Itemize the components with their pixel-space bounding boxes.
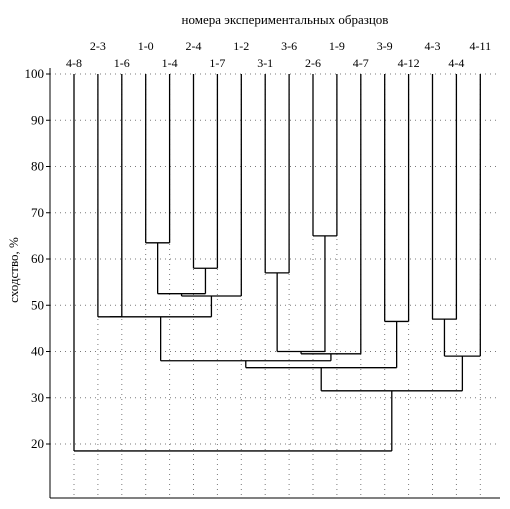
leaf-label: 4-3 <box>425 39 441 53</box>
chart-title: номера экспериментальных образцов <box>182 12 389 27</box>
leaf-label: 1-2 <box>233 39 249 53</box>
y-tick-label: 100 <box>25 66 45 81</box>
leaf-label: 1-9 <box>329 39 345 53</box>
y-tick-label: 80 <box>31 159 44 174</box>
leaf-label: 3-1 <box>257 56 273 70</box>
leaf-label: 2-6 <box>305 56 321 70</box>
y-axis-label: сходство, % <box>6 237 21 303</box>
leaf-label: 3-6 <box>281 39 297 53</box>
leaf-label: 4-4 <box>448 56 464 70</box>
y-tick-label: 50 <box>31 297 44 312</box>
y-tick-label: 90 <box>31 112 44 127</box>
leaf-label: 4-11 <box>470 39 492 53</box>
dendrogram-links <box>73 74 481 452</box>
leaf-label: 1-7 <box>209 56 225 70</box>
y-tick-label: 30 <box>31 390 44 405</box>
y-tick-label: 40 <box>31 344 44 359</box>
leaf-labels: 4-8 2-3 1-6 1-0 1-4 2-4 1-7 1-2 3-1 3-6 2-6 1-9 4-7 3… <box>66 39 491 70</box>
leaf-label: 2-4 <box>186 39 202 53</box>
leaf-label: 3-9 <box>377 39 393 53</box>
leaf-label: 4-12 <box>398 56 420 70</box>
leaf-label: 1-0 <box>138 39 154 53</box>
y-tick-label: 70 <box>31 205 44 220</box>
leaf-label: 4-8 <box>66 56 82 70</box>
leaf-label: 2-3 <box>90 39 106 53</box>
y-tick-label: 60 <box>31 251 44 266</box>
leaf-label: 1-4 <box>162 56 178 70</box>
leaf-label: 1-6 <box>114 56 130 70</box>
y-axis <box>46 68 500 499</box>
y-tick-labels: 20 30 40 50 60 70 80 90 100 <box>25 66 45 451</box>
leaf-label: 4-7 <box>353 56 369 70</box>
y-tick-label: 20 <box>31 436 44 451</box>
